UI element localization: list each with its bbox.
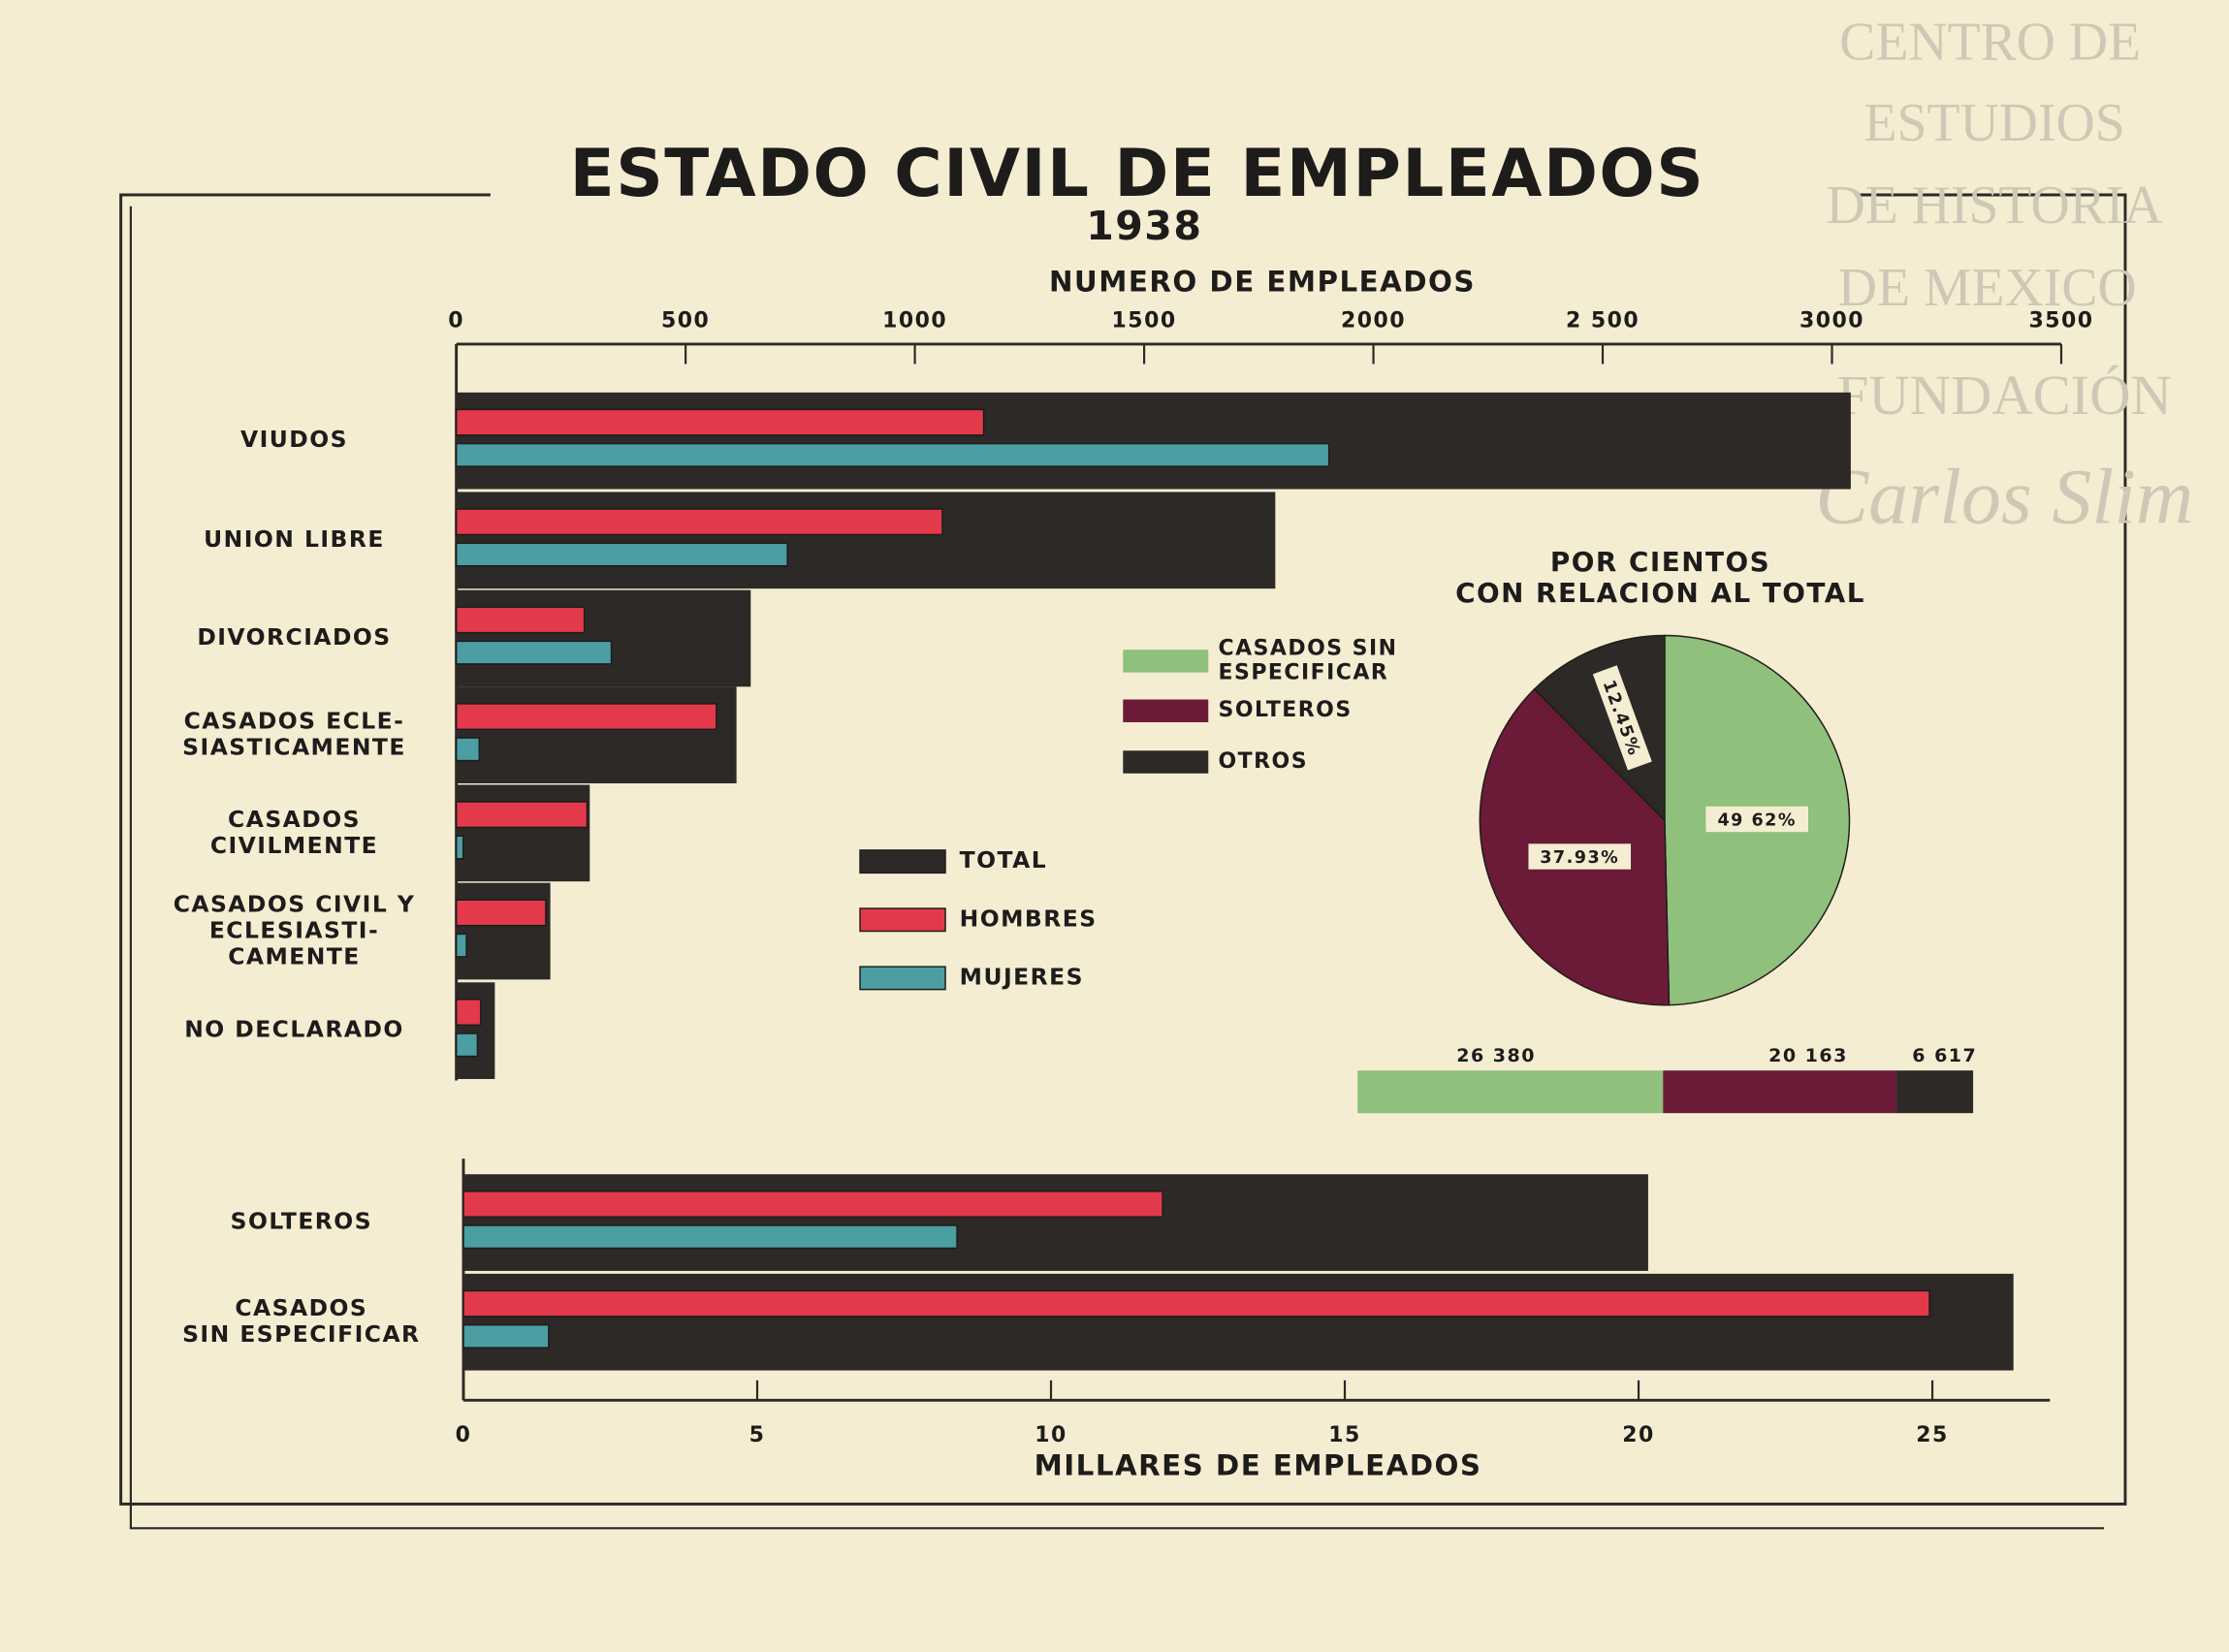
x-axis-label: NUMERO DE EMPLEADOS	[1049, 265, 1476, 298]
bar	[462, 1224, 958, 1250]
bar	[455, 408, 985, 436]
bar	[462, 1273, 2014, 1371]
chart-title: ESTADO CIVIL DE EMPLEADOS	[570, 135, 1705, 211]
legend-label: CASADOS SIN ESPECIFICAR	[1219, 636, 1398, 684]
x-tick-label: 0	[456, 1423, 472, 1447]
bar	[462, 1191, 1163, 1218]
bar	[462, 1174, 1648, 1271]
bar	[455, 640, 613, 665]
x-tick-label: 0	[448, 308, 464, 333]
slice-label-bg	[1705, 806, 1808, 833]
pie-slice	[1533, 634, 1666, 822]
category-label: DIVORCIADOS	[197, 623, 391, 651]
slice-label-bg	[1528, 843, 1632, 870]
slice-label-bg	[1592, 665, 1652, 771]
category-label: NO DECLARADO	[184, 1016, 404, 1043]
x-axis-label: MILLARES DE EMPLEADOS	[1035, 1449, 1482, 1482]
category-label: CASADOS CIVIL Y ECLESIASTI-CAMENTE	[174, 890, 416, 969]
bar	[455, 999, 482, 1027]
category-label: CASADOS CIVILMENTE	[210, 805, 378, 858]
legend-swatch	[1123, 699, 1209, 722]
x-tick-label: 5	[749, 1423, 766, 1447]
bar	[456, 784, 590, 882]
segment-label: 20 163	[1768, 1045, 1848, 1066]
bar	[455, 606, 586, 634]
bar	[455, 933, 467, 958]
x-tick-label: 1000	[882, 308, 947, 333]
bar	[455, 508, 943, 536]
legend-label: MUJERES	[960, 963, 1084, 990]
x-tick-label: 500	[661, 308, 710, 333]
legend-swatch	[1123, 650, 1209, 673]
frame	[119, 193, 2127, 1530]
slice-label-group: 49 62%	[1705, 806, 1808, 833]
x-tick-label: 1500	[1112, 308, 1177, 333]
x-tick-label: 2 500	[1566, 308, 1640, 333]
bar	[455, 801, 589, 829]
x-tick-label: 15	[1328, 1423, 1361, 1447]
legend-swatch	[859, 966, 946, 991]
legend-swatch	[859, 849, 946, 874]
x-tick-label: 25	[1916, 1423, 1949, 1447]
stacked-segment	[1896, 1070, 1974, 1114]
legend-label: SOLTEROS	[1219, 698, 1353, 722]
category-label: CASADOS SIN ESPECIFICAR	[182, 1294, 421, 1348]
x-tick-label: 10	[1035, 1423, 1067, 1447]
stacked-segment	[1357, 1070, 1664, 1114]
segment-label: 26 380	[1456, 1045, 1536, 1066]
bar	[455, 542, 788, 567]
bar	[455, 835, 464, 860]
bar	[456, 882, 551, 980]
category-label: UNION LIBRE	[204, 525, 385, 553]
category-label: SOLTEROS	[231, 1208, 372, 1235]
legend-swatch	[859, 907, 946, 933]
bar	[455, 1032, 479, 1058]
slice-label: 37.93%	[1540, 848, 1619, 868]
x-tick-label: 3500	[2028, 308, 2093, 333]
watermark: CENTRO DE	[1839, 12, 2141, 72]
chart-subtitle: 1938	[1086, 203, 1202, 249]
bar	[462, 1323, 550, 1349]
watermark: FUNDACIÓN	[1837, 364, 2172, 427]
x-tick-label: 3000	[1799, 308, 1864, 333]
bar	[456, 686, 737, 784]
pie-title: POR CIENTOS CON RELACION AL TOTAL	[1455, 546, 1865, 609]
bar	[456, 982, 495, 1079]
legend-label: OTROS	[1219, 749, 1308, 774]
watermark: ESTUDIOS	[1863, 93, 2124, 153]
category-label: VIUDOS	[240, 426, 348, 453]
bar	[455, 899, 547, 927]
slice-label-group: 37.93%	[1528, 843, 1632, 870]
bar	[456, 589, 751, 687]
legend-swatch	[1123, 750, 1209, 774]
watermark: DE HISTORIA	[1827, 175, 2163, 236]
slice-label: 49 62%	[1717, 810, 1796, 830]
watermark: Carlos Slim	[1815, 452, 2193, 540]
x-tick-label: 2000	[1341, 308, 1406, 333]
bar	[455, 442, 1330, 467]
category-label: CASADOS ECLE-SIASTICAMENTE	[182, 707, 406, 760]
legend-label: HOMBRES	[960, 905, 1098, 932]
watermark: DE MEXICO	[1838, 258, 2137, 318]
bar	[455, 737, 481, 762]
bar	[456, 392, 1851, 490]
bar	[462, 1289, 1930, 1318]
legend-label: TOTAL	[960, 846, 1047, 874]
stacked-segment	[1663, 1070, 1897, 1114]
bar	[455, 703, 717, 731]
x-tick-label: 20	[1622, 1423, 1655, 1447]
segment-label: 6 617	[1912, 1045, 1977, 1066]
bar	[456, 492, 1276, 589]
